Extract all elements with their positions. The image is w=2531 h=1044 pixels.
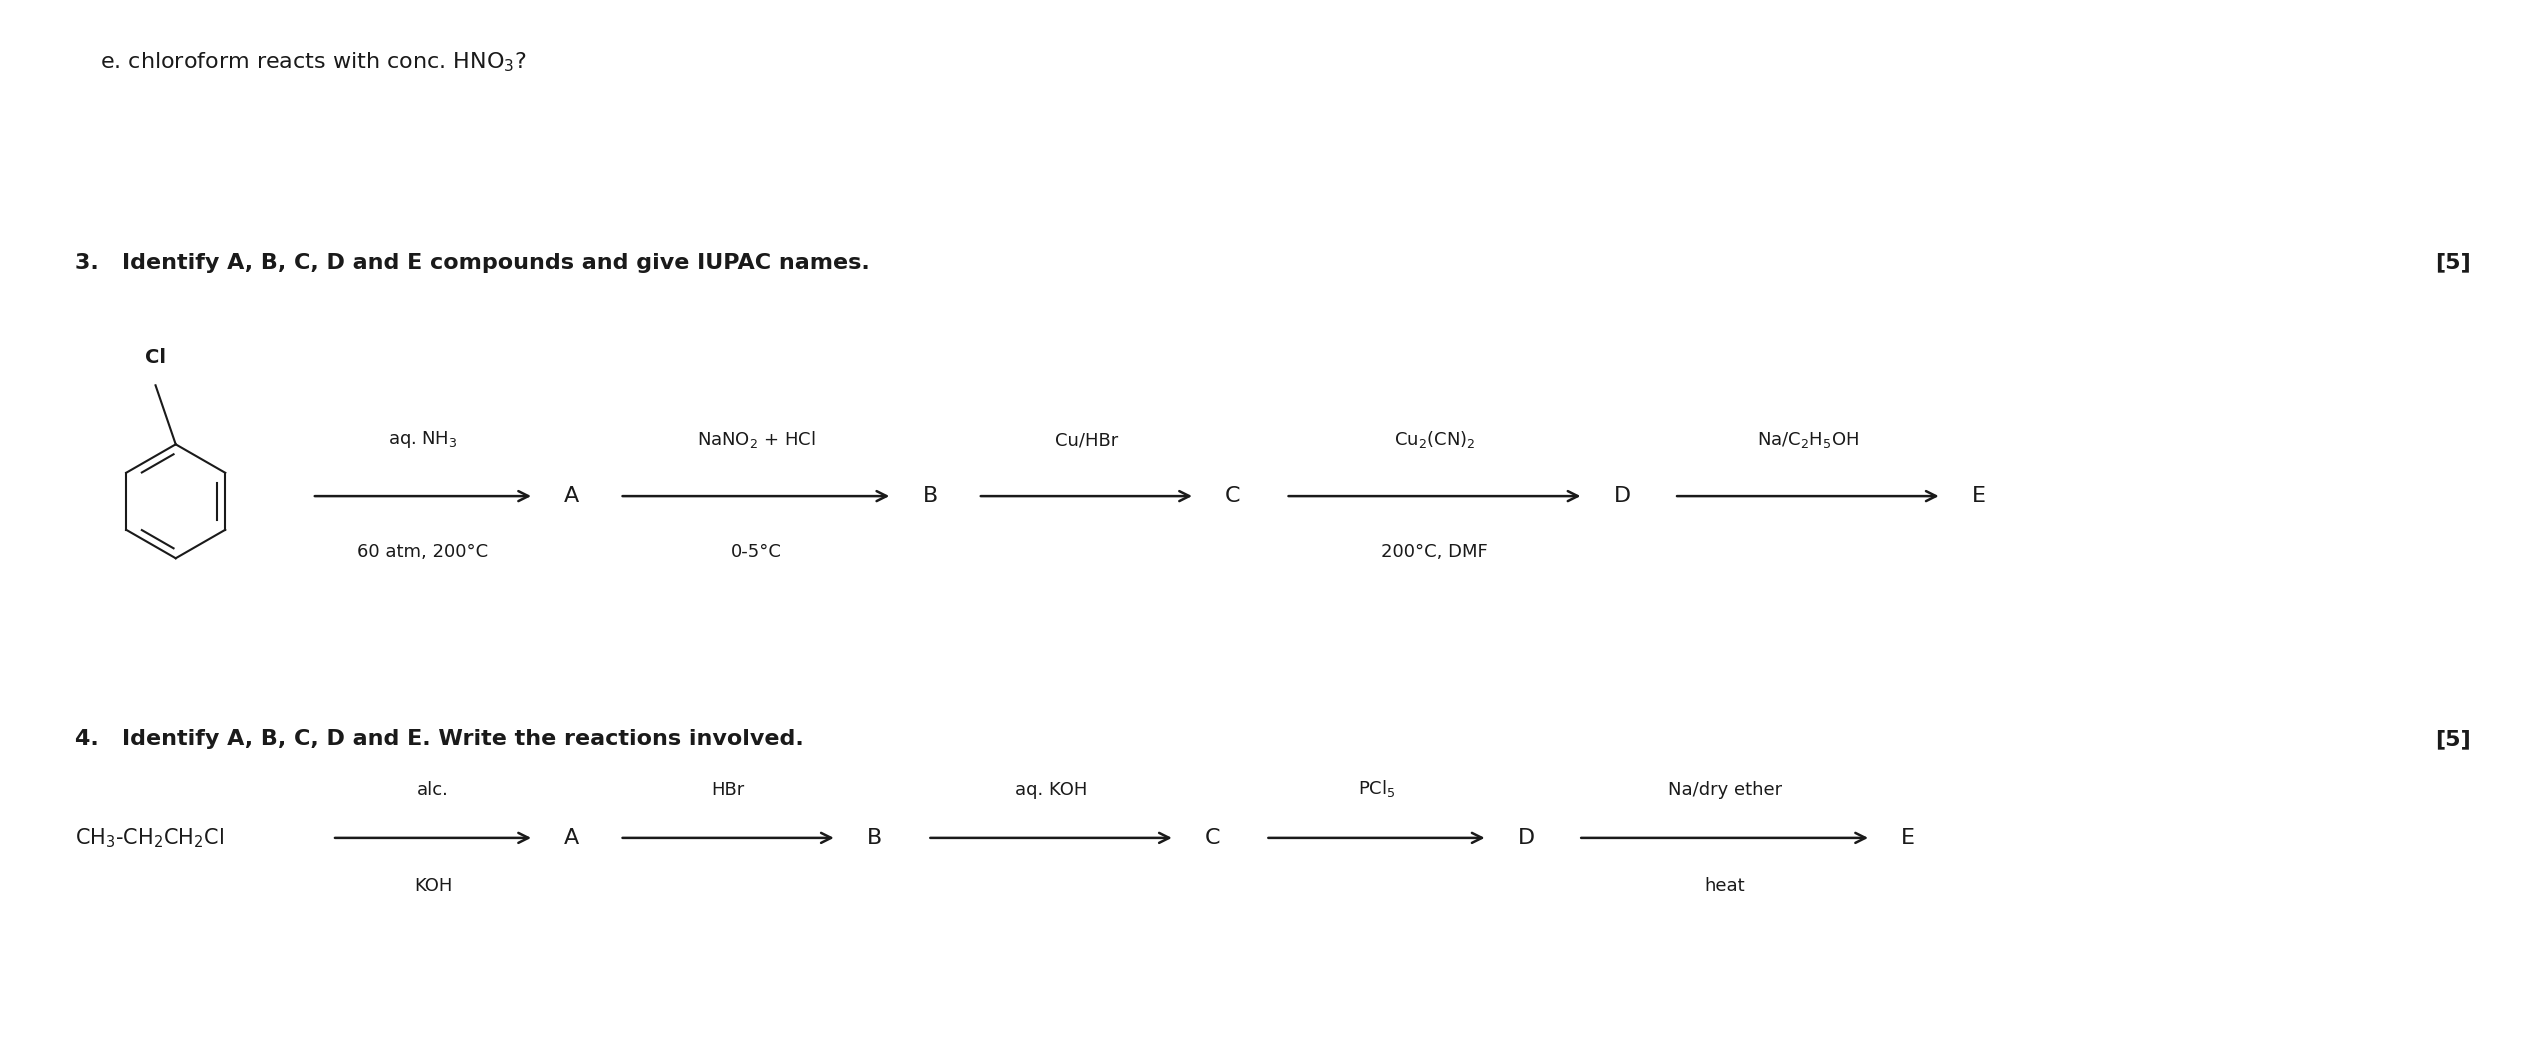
- Text: Na/C$_2$H$_5$OH: Na/C$_2$H$_5$OH: [1757, 429, 1858, 450]
- Text: Cl: Cl: [144, 348, 167, 366]
- Text: [5]: [5]: [2435, 253, 2470, 272]
- Text: 0-5°C: 0-5°C: [731, 543, 782, 561]
- Text: Na/dry ether: Na/dry ether: [1668, 781, 1782, 799]
- Text: Cu$_2$(CN)$_2$: Cu$_2$(CN)$_2$: [1395, 428, 1476, 450]
- Text: 4.   Identify A, B, C, D and E. Write the reactions involved.: 4. Identify A, B, C, D and E. Write the …: [76, 729, 802, 750]
- Text: HBr: HBr: [711, 781, 744, 799]
- Text: E: E: [1901, 828, 1916, 848]
- Text: B: B: [868, 828, 883, 848]
- Text: C: C: [1205, 828, 1220, 848]
- Text: alc.: alc.: [418, 781, 448, 799]
- Text: D: D: [1615, 487, 1630, 506]
- Text: 3.   Identify A, B, C, D and E compounds and give IUPAC names.: 3. Identify A, B, C, D and E compounds a…: [76, 253, 871, 272]
- Text: A: A: [564, 487, 580, 506]
- Text: CH$_3$-CH$_2$CH$_2$Cl: CH$_3$-CH$_2$CH$_2$Cl: [76, 826, 223, 850]
- Text: heat: heat: [1703, 877, 1744, 896]
- Text: C: C: [1225, 487, 1240, 506]
- Text: A: A: [564, 828, 580, 848]
- Text: KOH: KOH: [415, 877, 453, 896]
- Text: D: D: [1519, 828, 1534, 848]
- Text: aq. NH$_3$: aq. NH$_3$: [387, 428, 458, 450]
- Text: E: E: [1972, 487, 1987, 506]
- Text: B: B: [921, 487, 936, 506]
- Text: [5]: [5]: [2435, 729, 2470, 750]
- Text: NaNO$_2$ + HCl: NaNO$_2$ + HCl: [696, 428, 815, 450]
- Text: Cu/HBr: Cu/HBr: [1055, 431, 1119, 450]
- Text: 60 atm, 200°C: 60 atm, 200°C: [357, 543, 488, 561]
- Text: e. chloroform reacts with conc. HNO$_3$?: e. chloroform reacts with conc. HNO$_3$?: [101, 51, 526, 74]
- Text: PCl$_5$: PCl$_5$: [1357, 778, 1395, 799]
- Text: 200°C, DMF: 200°C, DMF: [1382, 543, 1488, 561]
- Text: aq. KOH: aq. KOH: [1015, 781, 1088, 799]
